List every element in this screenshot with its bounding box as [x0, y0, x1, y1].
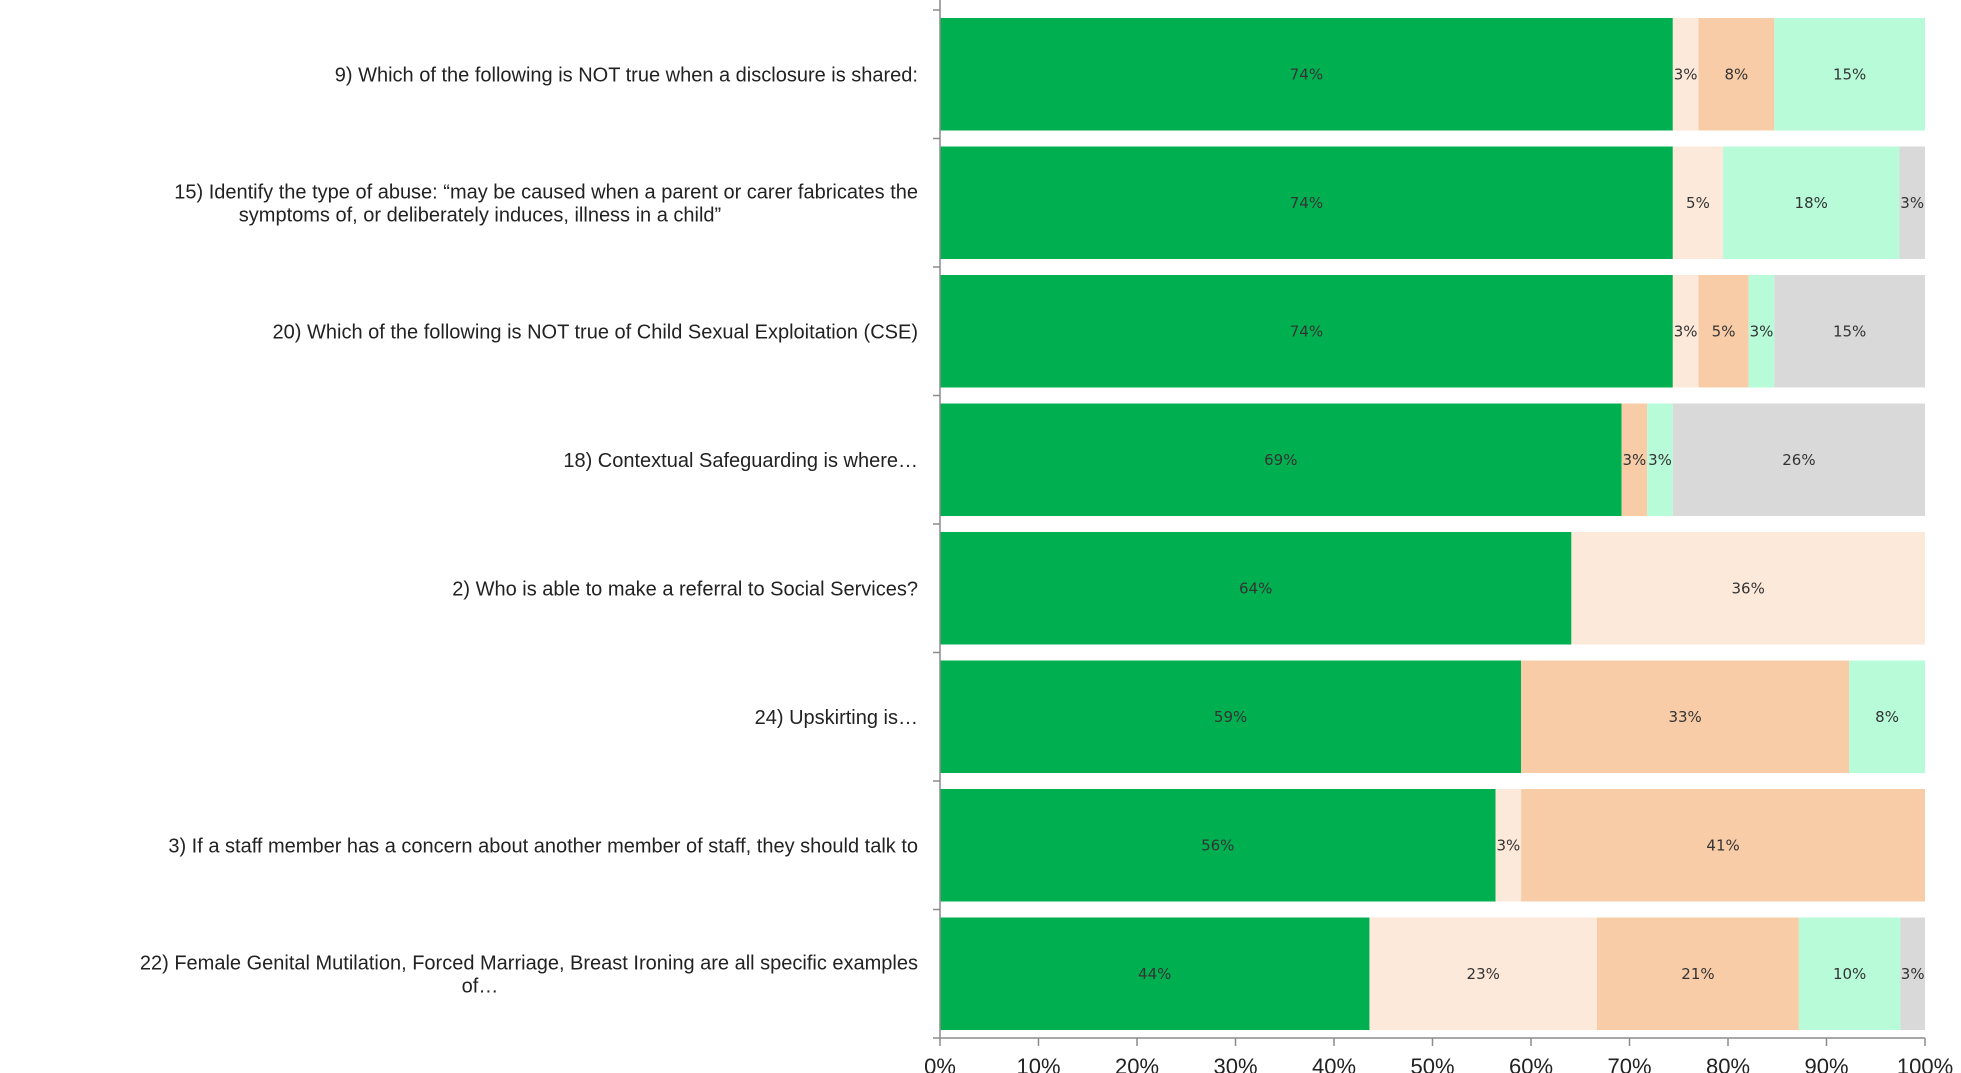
category-label-3: 18) Contextual Safeguarding is where… [563, 450, 918, 472]
bar-segment-row7-s1 [1369, 917, 1597, 1030]
category-label-4: 2) Who is able to make a referral to Soc… [452, 578, 918, 600]
bar-segment-row0-s1 [1672, 18, 1699, 131]
segment-label-row3-s2: 3% [1623, 451, 1647, 469]
bar-segment-row5-s2 [1521, 660, 1850, 773]
segment-label-row1-s3: 18% [1795, 194, 1828, 212]
bar-segment-row3-s4 [1672, 403, 1925, 516]
x-tick-label-10: 100% [1897, 1054, 1953, 1073]
bar-segment-row6-s2 [1521, 789, 1925, 902]
x-tick-label-6: 60% [1509, 1054, 1553, 1073]
bar-segment-row3-s3 [1647, 403, 1673, 516]
segment-label-row7-s3: 10% [1833, 965, 1866, 983]
bars-layer [940, 18, 1926, 1030]
x-tick-label-4: 40% [1312, 1054, 1356, 1073]
segment-label-row0-s3: 15% [1833, 65, 1866, 83]
bar-segment-row7-s2 [1596, 917, 1799, 1030]
segment-label-row5-s2: 33% [1668, 708, 1701, 726]
bar-segment-row4-s0 [940, 532, 1572, 645]
bar-segment-row3-s0 [940, 403, 1622, 516]
segment-label-row5-s0: 59% [1214, 708, 1247, 726]
segment-label-row3-s4: 26% [1782, 451, 1815, 469]
segment-label-row4-s0: 64% [1239, 579, 1272, 597]
bar-segment-row1-s0 [940, 146, 1673, 259]
segment-labels-layer: 74% 3% 8% 15%74% 5% 18% 3%74% 3% 5% 3% 15%69% 3% 3% 2… [1138, 65, 1925, 983]
category-label-6: 3) If a staff member has a concern about… [168, 835, 918, 857]
segment-label-row7-s2: 21% [1681, 965, 1714, 983]
segment-label-row0-s2: 8% [1724, 65, 1748, 83]
bar-segment-row0-s0 [940, 18, 1673, 131]
x-tick-label-3: 30% [1213, 1054, 1257, 1073]
x-tick-label-7: 70% [1607, 1054, 1651, 1073]
x-tick-label-0: 0% [924, 1054, 956, 1073]
bar-segment-row6-s1 [1495, 789, 1522, 902]
axes-layer: 0% 10% 20% 30% 40% 50% 60% 70% 80% 90% 100% [924, 0, 1953, 1073]
category-label-1: 15) Identify the type of abuse: “may be … [174, 181, 918, 226]
x-tick-label-1: 10% [1016, 1054, 1060, 1073]
bar-segment-row0-s2 [1698, 18, 1775, 131]
bar-segment-row0-s3 [1774, 18, 1925, 131]
segment-label-row2-s0: 74% [1290, 322, 1323, 340]
segment-label-row1-s4: 3% [1900, 194, 1924, 212]
category-label-2: 20) Which of the following is NOT true o… [273, 321, 918, 343]
segment-label-row2-s4: 15% [1833, 322, 1866, 340]
segment-label-row0-s0: 74% [1290, 65, 1323, 83]
segment-label-row1-s0: 74% [1290, 194, 1323, 212]
category-label-5: 24) Upskirting is… [755, 707, 918, 729]
segment-label-row7-s1: 23% [1467, 965, 1500, 983]
x-tick-label-5: 50% [1410, 1054, 1454, 1073]
category-label-0: 9) Which of the following is NOT true wh… [335, 64, 918, 86]
segment-label-row6-s2: 41% [1706, 836, 1739, 854]
bar-segment-row5-s3 [1849, 660, 1925, 773]
segment-label-row6-s0: 56% [1201, 836, 1234, 854]
segment-label-row6-s1: 3% [1496, 836, 1520, 854]
segment-label-row0-s1: 3% [1674, 65, 1698, 83]
segment-label-row5-s3: 8% [1875, 708, 1899, 726]
bar-segment-row7-s4 [1900, 917, 1926, 1030]
category-labels-layer: 9) Which of the following is NOT true wh… [140, 64, 918, 997]
x-tick-label-8: 80% [1706, 1054, 1750, 1073]
segment-label-row3-s3: 3% [1648, 451, 1672, 469]
bar-segment-row2-s3 [1748, 275, 1775, 388]
segment-label-row7-s0: 44% [1138, 965, 1171, 983]
segment-label-row3-s0: 69% [1264, 451, 1297, 469]
bar-segment-row5-s0 [940, 660, 1522, 773]
segment-label-row2-s3: 3% [1750, 322, 1774, 340]
bar-segment-row3-s2 [1621, 403, 1648, 516]
bar-segment-row1-s3 [1723, 146, 1900, 259]
bar-segment-row2-s2 [1698, 275, 1749, 388]
bar-segment-row4-s1 [1571, 532, 1925, 645]
segment-label-row2-s2: 5% [1712, 322, 1736, 340]
bar-segment-row7-s0 [940, 917, 1370, 1030]
bar-segment-row2-s1 [1672, 275, 1699, 388]
bar-segment-row1-s1 [1672, 146, 1724, 259]
segment-label-row1-s1: 5% [1686, 194, 1710, 212]
bar-segment-row7-s3 [1798, 917, 1901, 1030]
segment-label-row7-s4: 3% [1901, 965, 1925, 983]
x-tick-label-9: 90% [1804, 1054, 1848, 1073]
bar-segment-row1-s4 [1899, 146, 1925, 259]
segment-label-row4-s1: 36% [1732, 579, 1765, 597]
bar-segment-row6-s0 [940, 789, 1496, 902]
category-label-7: 22) Female Genital Mutilation, Forced Ma… [140, 952, 918, 997]
x-tick-label-2: 20% [1115, 1054, 1159, 1073]
segment-label-row2-s1: 3% [1674, 322, 1698, 340]
bar-segment-row2-s4 [1774, 275, 1925, 388]
bar-segment-row2-s0 [940, 275, 1673, 388]
